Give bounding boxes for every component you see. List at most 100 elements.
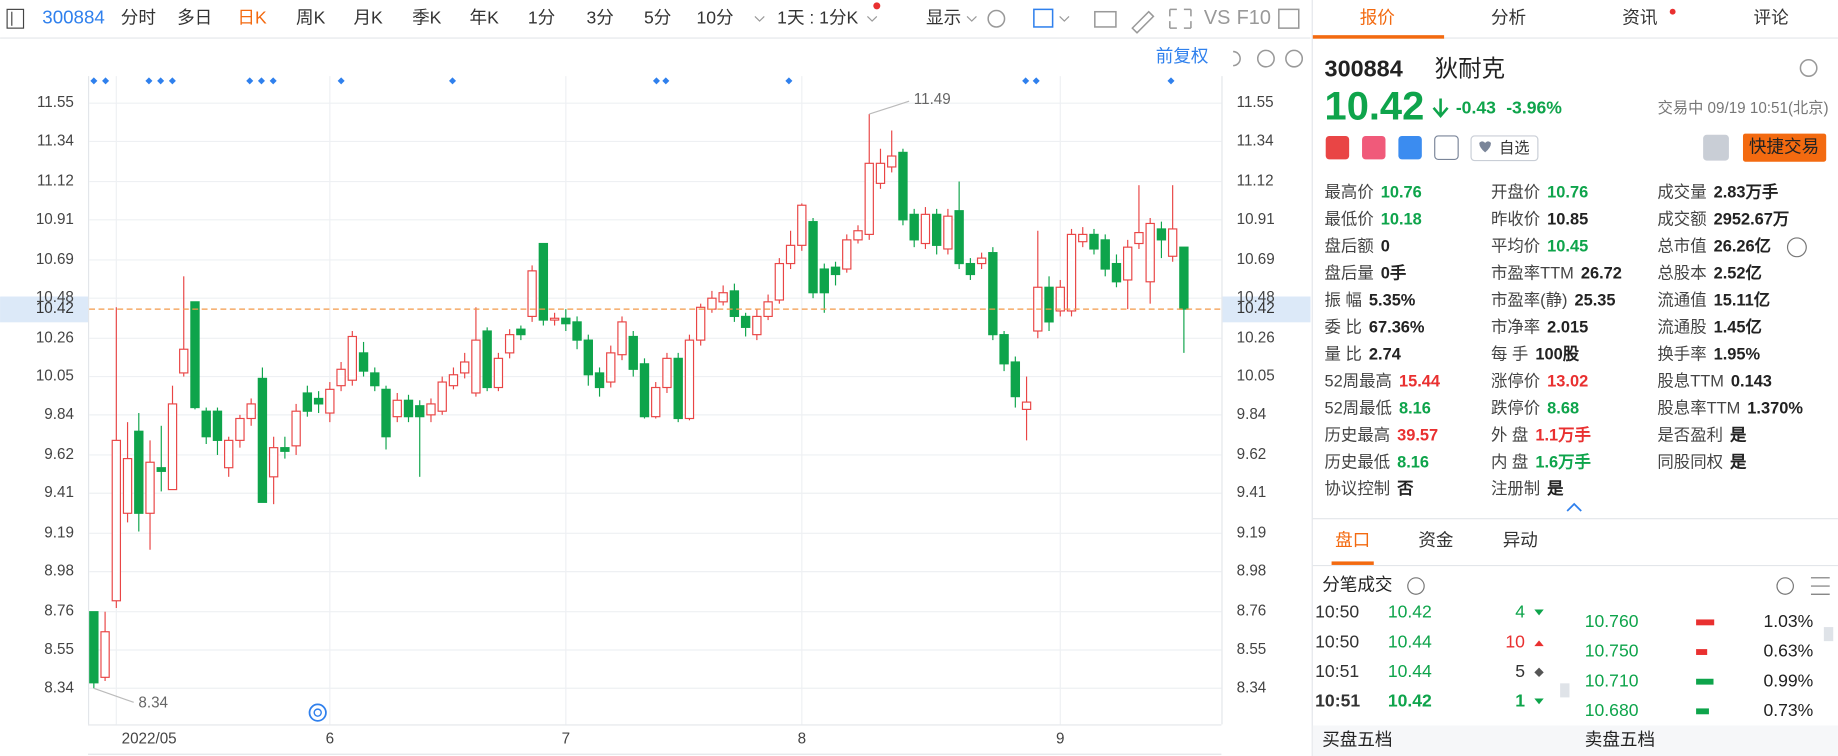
y-tick-label: 10.05 (36, 368, 74, 385)
panel-icon[interactable] (1278, 8, 1300, 29)
dropdown-arrow (1059, 15, 1070, 22)
pen-icon[interactable] (1131, 10, 1155, 34)
event-marker[interactable] (1167, 77, 1175, 85)
period-tab[interactable]: 10分 (696, 7, 733, 27)
stat-label: 52周最高 (1325, 372, 1392, 390)
event-marker[interactable] (1032, 77, 1040, 85)
stat-label: 总市值 (1657, 238, 1706, 256)
stat-value: 2.74 (1369, 345, 1402, 363)
fullscreen-icon[interactable] (1169, 8, 1192, 29)
stat-value: 15.11亿 (1714, 291, 1771, 310)
event-marker[interactable] (662, 77, 670, 85)
current-price-label: 10.42 (36, 300, 74, 317)
candle-body (594, 372, 605, 389)
menu-icon[interactable] (6, 8, 25, 29)
period-tab[interactable]: 5分 (644, 7, 671, 27)
candle-body (156, 467, 166, 472)
scrollbar[interactable] (1560, 683, 1570, 698)
y-tick-label: 9.84 (1237, 406, 1267, 423)
y-tick-label: 10.05 (1237, 368, 1275, 385)
sub-tab[interactable]: 资金 (1418, 530, 1454, 550)
draw-icon[interactable] (1033, 8, 1054, 28)
alert-button[interactable] (1703, 134, 1729, 161)
candle-body (89, 611, 99, 684)
period-tab[interactable]: 多日 (177, 7, 212, 27)
panel-tab[interactable]: 分析 (1491, 7, 1526, 27)
candle-body (212, 410, 223, 441)
panel-tab[interactable]: 资讯 (1622, 7, 1658, 27)
event-marker[interactable] (257, 77, 265, 85)
stat-value: 8.16 (1397, 453, 1429, 471)
more-icon[interactable] (1776, 577, 1794, 595)
period-tab[interactable]: 年K (469, 7, 499, 27)
collapse-icon[interactable] (1566, 502, 1582, 512)
event-marker[interactable] (102, 77, 110, 85)
level-price: 10.680 (1585, 700, 1639, 720)
stat-label: 开盘价 (1491, 183, 1540, 202)
trade-button[interactable] (1742, 133, 1827, 162)
period-tab[interactable]: 季K (412, 7, 442, 27)
footer-label: 卖盘五档 (1585, 729, 1655, 749)
event-marker[interactable] (90, 77, 98, 85)
level-price: 10.750 (1585, 641, 1639, 661)
candle-body (729, 290, 740, 318)
zoom-out-icon[interactable] (1256, 49, 1275, 68)
event-icon[interactable] (308, 703, 327, 722)
settings-icon[interactable] (987, 9, 1006, 28)
event-marker[interactable] (1022, 77, 1030, 85)
stat-label: 昨收价 (1491, 211, 1540, 229)
note-icon[interactable] (1434, 135, 1459, 160)
period-tab[interactable]: 3分 (587, 7, 614, 27)
event-marker[interactable] (145, 77, 153, 85)
vs-button[interactable]: VS (1204, 7, 1231, 29)
stat-label: 协议控制 (1325, 480, 1391, 498)
period-tab[interactable]: 1分 (528, 7, 555, 27)
period-tab[interactable]: 月K (353, 7, 383, 27)
display-select[interactable]: 显示 (926, 7, 961, 27)
undo-icon[interactable] (1233, 50, 1241, 67)
event-marker[interactable] (785, 77, 793, 85)
stat-label: 注册制 (1491, 480, 1540, 498)
info-icon[interactable] (1407, 577, 1425, 595)
event-marker[interactable] (448, 77, 457, 85)
candle-body (561, 317, 571, 325)
event-marker[interactable] (157, 77, 165, 85)
more-icon[interactable] (1786, 237, 1807, 258)
sub-tab[interactable]: 异动 (1503, 530, 1538, 550)
panel-tab[interactable]: 评论 (1754, 7, 1790, 27)
period-tab[interactable]: 分时 (121, 7, 156, 27)
scrollbar[interactable] (1823, 627, 1834, 642)
settings-icon[interactable] (1799, 59, 1818, 77)
candle-body (740, 315, 751, 328)
current-price-label: 10.42 (1237, 300, 1275, 317)
candle-body (606, 352, 616, 383)
camera-icon[interactable] (1094, 10, 1117, 28)
event-marker[interactable] (337, 77, 345, 85)
candle-body (134, 430, 144, 514)
list-icon[interactable] (1810, 577, 1830, 595)
interval-select[interactable]: 1天 : 1分K (777, 7, 858, 27)
candle-body (381, 388, 391, 438)
candle-body (920, 213, 931, 245)
level-pct: 0.63% (1763, 641, 1813, 661)
sub-tab[interactable]: 盘口 (1335, 530, 1370, 550)
f10-button[interactable]: F10 (1237, 7, 1271, 29)
event-marker[interactable] (269, 77, 277, 85)
event-icon-inner (313, 708, 322, 717)
event-marker[interactable] (246, 77, 254, 85)
stat-value: 26.72 (1581, 265, 1622, 283)
stat-label: 盘后额 (1325, 237, 1374, 256)
trade-time: 10:51 (1315, 661, 1359, 681)
stat-value: 1.95% (1714, 345, 1761, 363)
candle-body (931, 213, 942, 246)
adjust-select[interactable]: 前复权 (1156, 46, 1209, 66)
period-tab[interactable]: 日K (237, 7, 267, 27)
period-tab[interactable]: 周K (296, 7, 326, 27)
candle-body (1078, 233, 1088, 243)
level-pct: 1.03% (1763, 611, 1813, 631)
panel-tab[interactable]: 报价 (1360, 7, 1396, 27)
candle-body (707, 297, 717, 310)
zoom-in-icon[interactable] (1285, 49, 1304, 68)
candle-body (459, 361, 470, 374)
stat-value: 0.143 (1731, 372, 1772, 390)
